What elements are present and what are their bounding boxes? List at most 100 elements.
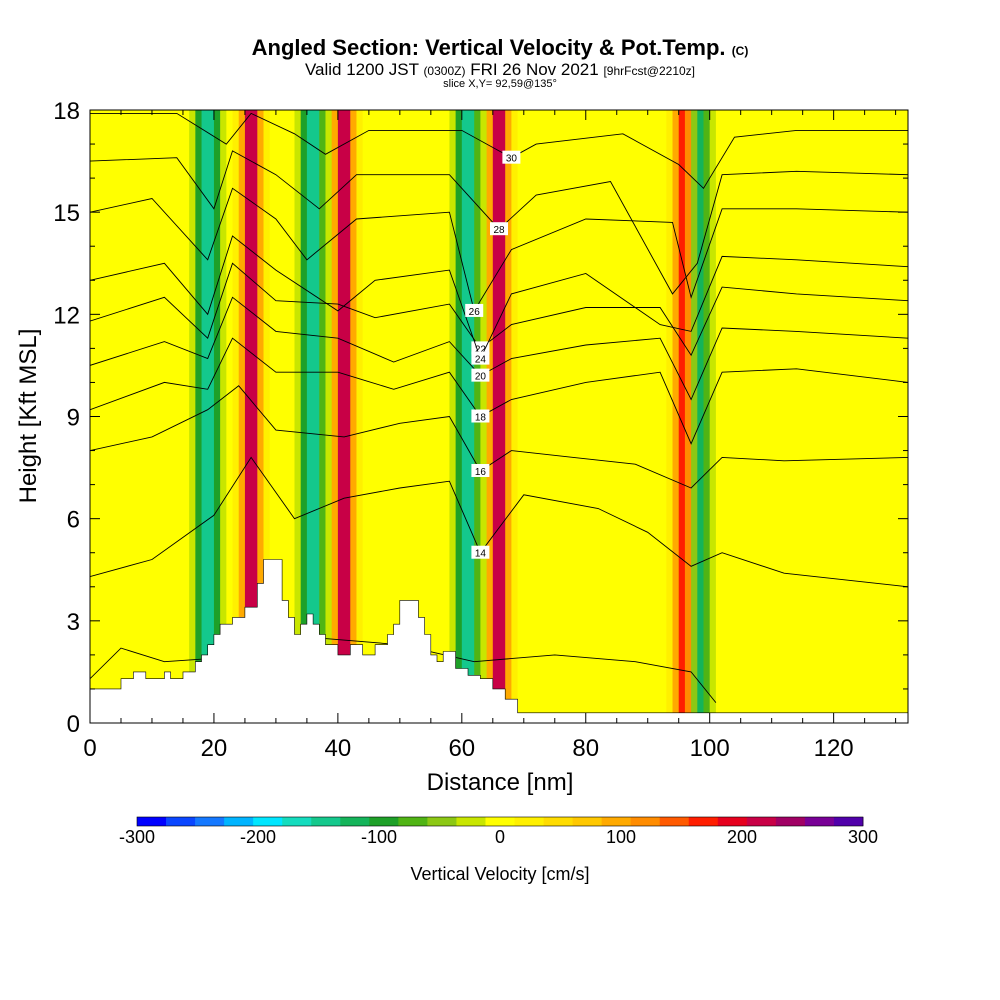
- field-column: [189, 110, 196, 723]
- contour-label-bg: [471, 368, 490, 382]
- theta-contour-26: [90, 187, 908, 313]
- x-tick-label: 80: [572, 735, 599, 762]
- field-column: [418, 110, 426, 723]
- contour-label-text: 20: [475, 372, 487, 383]
- contour-label: 30: [502, 150, 521, 165]
- field-column: [412, 110, 419, 723]
- field-column: [883, 110, 890, 723]
- x-axis-label: Distance [nm]: [427, 769, 574, 796]
- field-column: [523, 110, 531, 723]
- field-column: [635, 110, 643, 723]
- field-column: [796, 110, 804, 723]
- field-column: [672, 110, 680, 723]
- colorbar-tick-label: 200: [727, 827, 757, 847]
- field-column: [399, 110, 407, 723]
- colorbar-tick-label: -100: [361, 827, 397, 847]
- contour-label: 28: [490, 222, 508, 236]
- colorbar-swatch: [514, 817, 544, 826]
- contour-label-bg: [471, 545, 490, 559]
- field-column: [331, 110, 339, 723]
- field-column: [709, 110, 717, 723]
- field-column: [846, 110, 853, 723]
- contour-label-bg: [465, 303, 484, 317]
- x-tick-label: 60: [448, 735, 475, 762]
- field-column: [678, 110, 686, 723]
- colorbar-swatch: [311, 817, 341, 826]
- field-column: [598, 110, 605, 723]
- colorbar-tick-label: -300: [119, 827, 155, 847]
- field-column: [499, 110, 506, 723]
- field-column: [127, 110, 134, 723]
- field-column: [288, 110, 295, 723]
- field-column: [691, 110, 698, 723]
- field-column: [182, 110, 190, 723]
- colorbar-swatch: [717, 817, 748, 826]
- field-column: [660, 110, 667, 723]
- field-column: [864, 110, 872, 723]
- field-column: [591, 110, 599, 723]
- terrain-profile: [90, 559, 908, 723]
- field-column: [430, 110, 438, 723]
- y-tick-label: 3: [67, 609, 80, 636]
- field-column: [207, 110, 215, 723]
- field-column: [839, 110, 847, 723]
- colorbar-tick-label: 100: [606, 827, 636, 847]
- contour-label-text: 18: [475, 413, 487, 424]
- colorbar-swatch: [775, 817, 806, 826]
- field-column: [641, 110, 649, 723]
- field-column: [257, 110, 265, 723]
- field-column: [492, 110, 500, 723]
- field-column: [300, 110, 308, 723]
- field-column: [424, 110, 432, 723]
- field-column: [108, 110, 116, 723]
- field-column: [715, 110, 723, 723]
- field-column: [746, 110, 754, 723]
- field-column: [858, 110, 866, 723]
- field-column: [728, 110, 735, 723]
- field-column: [164, 110, 172, 723]
- field-column: [406, 110, 413, 723]
- field-column: [449, 110, 457, 723]
- field-column: [722, 110, 729, 723]
- field-column: [313, 110, 320, 723]
- contour-label-text: 26: [469, 307, 481, 318]
- y-tick-label: 0: [67, 711, 80, 738]
- y-tick-label: 18: [53, 98, 80, 125]
- field-column: [536, 110, 543, 723]
- field-column: [356, 110, 364, 723]
- field-column: [653, 110, 661, 723]
- theta-contour-28: [90, 150, 908, 295]
- field-column: [393, 110, 401, 723]
- field-column: [616, 110, 624, 723]
- chart-title: Angled Section: Vertical Velocity & Pot.…: [251, 35, 749, 60]
- contour-label-text: 16: [475, 467, 487, 478]
- contour-label: 16: [471, 463, 490, 478]
- contour-label-text: 28: [493, 225, 505, 236]
- colorbar-swatch: [137, 817, 167, 826]
- contour-label-text: 22: [475, 344, 487, 355]
- field-column: [213, 110, 221, 723]
- colorbar-swatch: [688, 817, 719, 826]
- field-column: [139, 110, 147, 723]
- field-column: [579, 110, 587, 723]
- field-column: [375, 110, 382, 723]
- field-column: [381, 110, 388, 723]
- field-column: [294, 110, 302, 723]
- field-column: [114, 110, 122, 723]
- y-axis-label: Height [Kft MSL]: [15, 329, 42, 504]
- field-column: [734, 110, 742, 723]
- field-column: [368, 110, 376, 723]
- colorbar-swatch: [340, 817, 370, 826]
- field-column: [269, 110, 277, 723]
- field-column: [784, 110, 791, 723]
- theta-contour-16: [90, 385, 908, 489]
- colorbar-swatch: [543, 817, 573, 826]
- colorbar-swatch: [601, 817, 632, 826]
- colorbar-swatch: [746, 817, 777, 826]
- field-column: [176, 110, 184, 723]
- theta-contour-30: [90, 112, 908, 190]
- colorbar-tick-label: 0: [495, 827, 505, 847]
- colorbar-swatch: [369, 817, 399, 826]
- field-column: [740, 110, 748, 723]
